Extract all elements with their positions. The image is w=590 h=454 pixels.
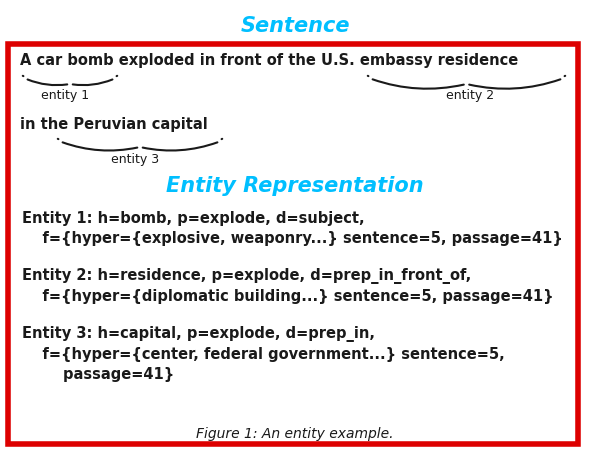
Text: entity 2: entity 2	[446, 89, 494, 103]
Text: Sentence: Sentence	[240, 16, 350, 36]
Text: f={hyper={center, federal government...} sentence=5,: f={hyper={center, federal government...}…	[22, 346, 505, 361]
Text: Entity 2: h=residence, p=explode, d=prep_in_front_of,: Entity 2: h=residence, p=explode, d=prep…	[22, 268, 471, 284]
FancyBboxPatch shape	[8, 44, 578, 444]
Text: Figure 1: An entity example.: Figure 1: An entity example.	[196, 427, 394, 441]
Text: Entity 1: h=bomb, p=explode, d=subject,: Entity 1: h=bomb, p=explode, d=subject,	[22, 212, 365, 227]
Text: entity 1: entity 1	[41, 89, 89, 103]
Text: A car bomb exploded in front of the U.S. embassy residence: A car bomb exploded in front of the U.S.…	[20, 54, 518, 69]
Text: in the Peruvian capital: in the Peruvian capital	[20, 117, 208, 132]
Text: Entity 3: h=capital, p=explode, d=prep_in,: Entity 3: h=capital, p=explode, d=prep_i…	[22, 326, 375, 342]
Text: entity 3: entity 3	[111, 153, 159, 166]
Text: f={hyper={diplomatic building...} sentence=5, passage=41}: f={hyper={diplomatic building...} senten…	[22, 288, 553, 304]
Text: passage=41}: passage=41}	[22, 366, 174, 381]
Text: Entity Representation: Entity Representation	[166, 176, 424, 196]
Text: f={hyper={explosive, weaponry...} sentence=5, passage=41}: f={hyper={explosive, weaponry...} senten…	[22, 232, 563, 247]
